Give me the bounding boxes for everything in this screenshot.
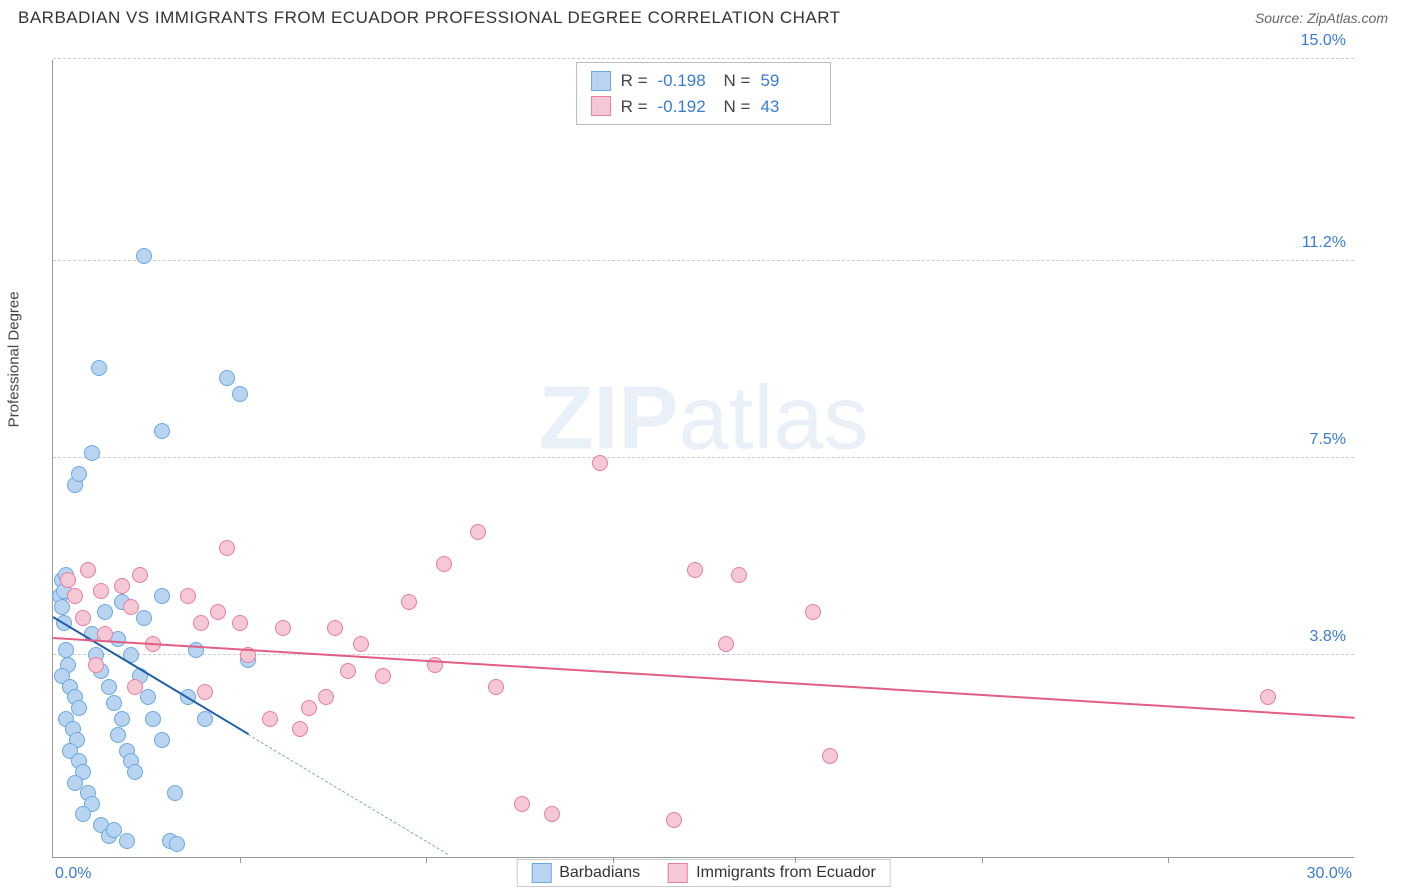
data-point — [340, 663, 356, 679]
data-point — [136, 248, 152, 264]
gridline — [53, 457, 1354, 458]
data-point — [136, 610, 152, 626]
y-axis-label: Professional Degree — [6, 291, 23, 427]
source-attribution: Source: ZipAtlas.com — [1255, 10, 1388, 26]
data-point — [210, 604, 226, 620]
stats-row: R =-0.192 N =43 — [591, 94, 817, 120]
trend-line — [53, 637, 1355, 719]
data-point — [60, 572, 76, 588]
data-point — [110, 727, 126, 743]
data-point — [140, 689, 156, 705]
data-point — [75, 806, 91, 822]
watermark: ZIPatlas — [538, 367, 868, 470]
x-tick-mark — [240, 857, 241, 863]
legend-item: Barbadians — [531, 863, 640, 883]
data-point — [301, 700, 317, 716]
chart-title: BARBADIAN VS IMMIGRANTS FROM ECUADOR PRO… — [18, 8, 841, 28]
data-point — [488, 679, 504, 695]
data-point — [544, 806, 560, 822]
data-point — [71, 700, 87, 716]
data-point — [275, 620, 291, 636]
data-point — [188, 642, 204, 658]
data-point — [822, 748, 838, 764]
data-point — [470, 524, 486, 540]
data-point — [93, 583, 109, 599]
data-point — [436, 556, 452, 572]
y-tick-label: 3.8% — [1310, 628, 1346, 646]
y-tick-label: 11.2% — [1302, 234, 1346, 252]
data-point — [1260, 689, 1276, 705]
data-point — [375, 668, 391, 684]
data-point — [687, 562, 703, 578]
data-point — [514, 796, 530, 812]
data-point — [127, 679, 143, 695]
data-point — [262, 711, 278, 727]
scatter-plot-area: ZIPatlas R =-0.198 N =59 R =-0.192 N =43… — [52, 60, 1354, 858]
data-point — [123, 599, 139, 615]
series-swatch-icon — [531, 863, 551, 883]
data-point — [193, 615, 209, 631]
series-swatch-icon — [668, 863, 688, 883]
data-point — [154, 423, 170, 439]
series-swatch-icon — [591, 96, 611, 116]
data-point — [401, 594, 417, 610]
data-point — [232, 615, 248, 631]
data-point — [805, 604, 821, 620]
data-point — [292, 721, 308, 737]
data-point — [219, 540, 235, 556]
data-point — [219, 370, 235, 386]
data-point — [119, 833, 135, 849]
gridline — [53, 260, 1354, 261]
data-point — [145, 711, 161, 727]
data-point — [80, 562, 96, 578]
x-tick-mark — [795, 857, 796, 863]
stats-row: R =-0.198 N =59 — [591, 68, 817, 94]
gridline — [53, 58, 1354, 59]
data-point — [54, 599, 70, 615]
data-point — [232, 386, 248, 402]
data-point — [106, 695, 122, 711]
series-swatch-icon — [591, 71, 611, 91]
y-tick-label: 15.0% — [1301, 32, 1346, 50]
legend: Barbadians Immigrants from Ecuador — [516, 859, 891, 887]
legend-item: Immigrants from Ecuador — [668, 863, 876, 883]
data-point — [169, 836, 185, 852]
data-point — [58, 642, 74, 658]
data-point — [353, 636, 369, 652]
data-point — [88, 657, 104, 673]
data-point — [97, 604, 113, 620]
data-point — [167, 785, 183, 801]
data-point — [666, 812, 682, 828]
x-tick-mark — [982, 857, 983, 863]
x-tick-label: 0.0% — [55, 865, 91, 883]
data-point — [75, 610, 91, 626]
data-point — [197, 684, 213, 700]
data-point — [114, 578, 130, 594]
x-tick-mark — [1168, 857, 1169, 863]
data-point — [91, 360, 107, 376]
data-point — [114, 711, 130, 727]
data-point — [327, 620, 343, 636]
trend-line — [248, 734, 448, 855]
data-point — [101, 679, 117, 695]
data-point — [71, 466, 87, 482]
x-tick-label: 30.0% — [1307, 865, 1352, 883]
correlation-stats-box: R =-0.198 N =59 R =-0.192 N =43 — [576, 62, 832, 125]
data-point — [154, 588, 170, 604]
x-tick-mark — [613, 857, 614, 863]
data-point — [84, 445, 100, 461]
x-tick-mark — [426, 857, 427, 863]
data-point — [718, 636, 734, 652]
data-point — [592, 455, 608, 471]
data-point — [318, 689, 334, 705]
y-tick-label: 7.5% — [1310, 431, 1346, 449]
data-point — [154, 732, 170, 748]
data-point — [67, 588, 83, 604]
data-point — [180, 588, 196, 604]
data-point — [132, 567, 148, 583]
data-point — [127, 764, 143, 780]
data-point — [731, 567, 747, 583]
